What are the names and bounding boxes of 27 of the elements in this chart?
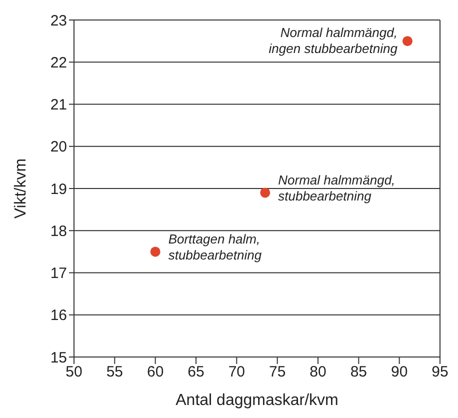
y-tick-label: 19 <box>50 180 67 198</box>
x-tick-label: 75 <box>268 364 286 381</box>
y-tick-label: 22 <box>50 54 67 72</box>
x-tick-label: 70 <box>228 364 246 381</box>
x-tick-label: 55 <box>106 364 124 381</box>
y-tick-label: 16 <box>50 307 67 324</box>
y-tick-label: 20 <box>50 138 67 156</box>
y-tick-label: 18 <box>50 222 67 240</box>
y-axis-title: Vikt/kvm <box>12 158 30 219</box>
point <box>260 188 270 198</box>
y-tick-label: 17 <box>50 265 67 282</box>
annotation: Normal halmmängd, ingen stubbearbetning <box>268 25 398 56</box>
x-tick-label: 90 <box>390 364 408 381</box>
x-tick-label: 80 <box>310 364 326 381</box>
y-tick-label: 15 <box>50 349 67 366</box>
x-tick-label: 85 <box>350 364 368 381</box>
y-tick-label: 21 <box>50 96 67 114</box>
annotation: Borttagen halm, stubbearbetning <box>168 232 262 263</box>
point <box>150 246 160 257</box>
annotation: Normal halmmängd, stubbearbetning <box>278 172 396 204</box>
x-tick-label: 65 <box>188 364 204 381</box>
x-tick-label: 95 <box>432 364 448 381</box>
y-tick-label: 23 <box>50 12 67 30</box>
point <box>402 36 412 46</box>
x-tick-label: 60 <box>146 364 164 381</box>
x-tick-label: 50 <box>66 364 82 381</box>
x-axis-title: Antal daggmaskar/kvm <box>176 392 338 409</box>
